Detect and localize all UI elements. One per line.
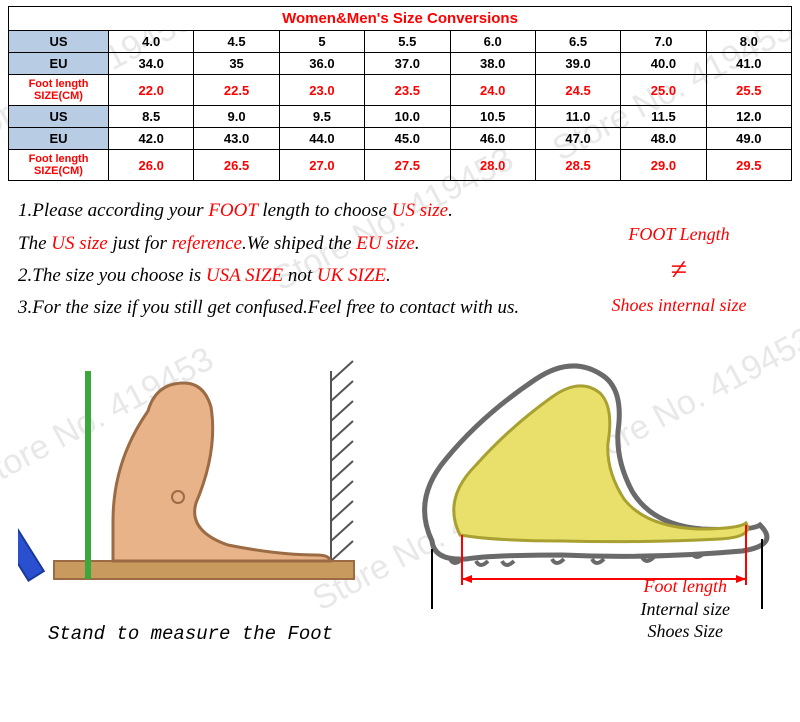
- cell: 40.0: [621, 53, 706, 75]
- cell: 28.0: [450, 150, 535, 181]
- cell: 49.0: [706, 128, 791, 150]
- cell: 29.0: [621, 150, 706, 181]
- cell: 8.5: [109, 106, 194, 128]
- cell: 8.0: [706, 31, 791, 53]
- cell: 9.5: [279, 106, 364, 128]
- cell: 26.5: [194, 150, 279, 181]
- cell: 47.0: [535, 128, 620, 150]
- foot-length-not-equal-note: FOOT Length ≠ Shoes internal size: [584, 222, 774, 318]
- cell: 24.0: [450, 75, 535, 106]
- cell: 25.0: [621, 75, 706, 106]
- cell: 11.5: [621, 106, 706, 128]
- cell: 27.5: [365, 150, 450, 181]
- shoe-diagram-captions: Foot length Internal size Shoes Size: [641, 575, 731, 643]
- size-conversion-table: Women&Men's Size Conversions US 4.0 4.5 …: [8, 6, 792, 181]
- row-label-us: US: [9, 31, 109, 53]
- cell: 4.5: [194, 31, 279, 53]
- size-table-container: Women&Men's Size Conversions US 4.0 4.5 …: [0, 0, 800, 181]
- cell: 26.0: [109, 150, 194, 181]
- cell: 46.0: [450, 128, 535, 150]
- cell: 4.0: [109, 31, 194, 53]
- row-label-eu: EU: [9, 53, 109, 75]
- cell: 25.5: [706, 75, 791, 106]
- note-line1: FOOT Length: [628, 224, 729, 244]
- cell: 36.0: [279, 53, 364, 75]
- row-label-foot: Foot lengthSIZE(CM): [9, 75, 109, 106]
- note-line2: Shoes internal size: [612, 295, 747, 315]
- diagrams-container: Stand to measure the Foot: [0, 331, 800, 651]
- cell: 7.0: [621, 31, 706, 53]
- cell: 10.0: [365, 106, 450, 128]
- not-equal-icon: ≠: [584, 249, 774, 291]
- cell: 29.5: [706, 150, 791, 181]
- cell: 35: [194, 53, 279, 75]
- cell: 23.5: [365, 75, 450, 106]
- cell: 43.0: [194, 128, 279, 150]
- row-label-eu: EU: [9, 128, 109, 150]
- cell: 10.5: [450, 106, 535, 128]
- table-title: Women&Men's Size Conversions: [9, 7, 792, 31]
- cell: 34.0: [109, 53, 194, 75]
- cell: 5: [279, 31, 364, 53]
- cell: 6.5: [535, 31, 620, 53]
- caption-shoes-size: Shoes Size: [641, 620, 731, 643]
- cell: 9.0: [194, 106, 279, 128]
- cell: 42.0: [109, 128, 194, 150]
- cell: 12.0: [706, 106, 791, 128]
- cell: 22.5: [194, 75, 279, 106]
- cell: 38.0: [450, 53, 535, 75]
- row-label-foot: Foot lengthSIZE(CM): [9, 150, 109, 181]
- cell: 5.5: [365, 31, 450, 53]
- measure-foot-caption: Stand to measure the Foot: [48, 623, 333, 645]
- cell: 44.0: [279, 128, 364, 150]
- caption-foot-length: Foot length: [641, 575, 731, 598]
- cell: 48.0: [621, 128, 706, 150]
- cell: 24.5: [535, 75, 620, 106]
- cell: 37.0: [365, 53, 450, 75]
- cell: 28.5: [535, 150, 620, 181]
- cell: 41.0: [706, 53, 791, 75]
- cell: 27.0: [279, 150, 364, 181]
- cell: 11.0: [535, 106, 620, 128]
- cell: 23.0: [279, 75, 364, 106]
- caption-internal-size: Internal size: [641, 598, 731, 621]
- cell: 45.0: [365, 128, 450, 150]
- cell: 22.0: [109, 75, 194, 106]
- measure-foot-diagram: [18, 341, 388, 641]
- cell: 39.0: [535, 53, 620, 75]
- row-label-us: US: [9, 106, 109, 128]
- cell: 6.0: [450, 31, 535, 53]
